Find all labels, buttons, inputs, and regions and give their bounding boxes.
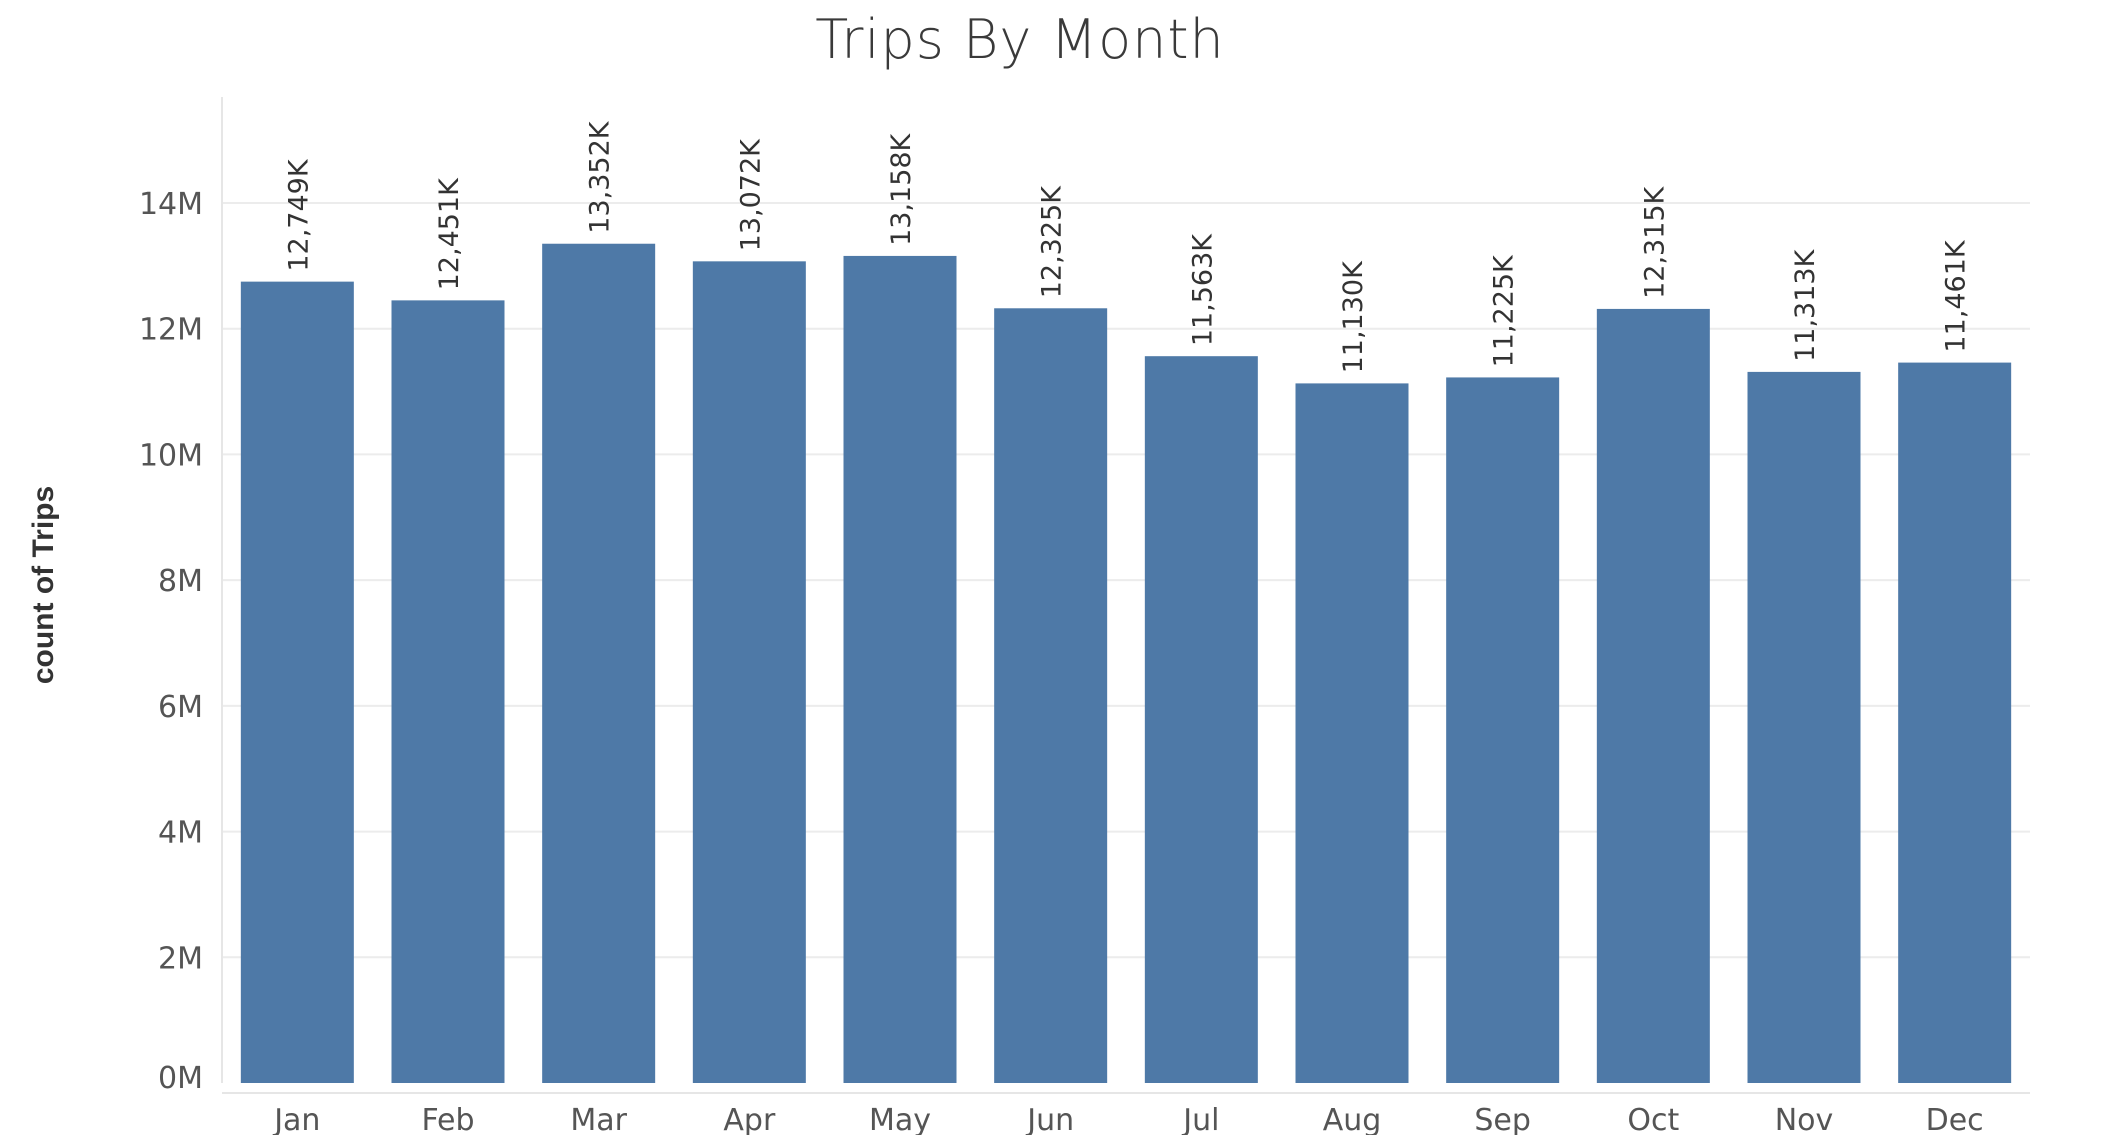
y-tick-label: 14M	[139, 187, 203, 222]
data-label: 11,313K	[1790, 248, 1821, 361]
bar-feb	[391, 300, 505, 1083]
x-tick-label: Oct	[1627, 1103, 1679, 1135]
chart-title: Trips By Month	[815, 8, 1225, 71]
data-label: 11,461K	[1941, 239, 1972, 352]
y-tick-label: 6M	[158, 690, 203, 725]
bar-aug	[1295, 383, 1409, 1083]
y-tick-label: 2M	[158, 941, 203, 976]
data-label: 11,563K	[1187, 233, 1218, 346]
y-tick-label: 0M	[158, 1061, 203, 1096]
x-tick-label: Nov	[1775, 1103, 1834, 1135]
data-label: 12,749K	[283, 158, 314, 271]
x-tick-label: Jul	[1181, 1103, 1219, 1135]
bar-nov	[1747, 371, 1861, 1083]
x-tick-label: Jun	[1025, 1103, 1074, 1135]
bar-oct	[1596, 308, 1710, 1083]
data-label: 12,315K	[1639, 185, 1670, 298]
x-tick-label: Apr	[723, 1103, 776, 1135]
x-tick-label: Mar	[570, 1103, 627, 1135]
data-label: 12,325K	[1037, 185, 1068, 298]
x-tick-label: May	[869, 1103, 931, 1135]
bar-dec	[1898, 362, 2012, 1083]
data-label: 13,158K	[886, 132, 917, 245]
bar-jan	[240, 281, 354, 1083]
x-tick-label: Aug	[1323, 1103, 1382, 1135]
y-tick-label: 12M	[139, 313, 203, 348]
data-label: 13,072K	[735, 138, 766, 251]
x-tick-label: Jan	[272, 1103, 320, 1135]
data-label: 11,130K	[1338, 260, 1369, 373]
y-tick-label: 8M	[158, 564, 203, 599]
bar-jul	[1144, 356, 1258, 1083]
x-tick-label: Feb	[421, 1103, 474, 1135]
data-label: 12,451K	[434, 177, 465, 290]
bar-apr	[692, 261, 806, 1083]
y-tick-label: 4M	[158, 816, 203, 851]
x-tick-label: Dec	[1926, 1103, 1984, 1135]
bar-may	[843, 255, 957, 1083]
bar-jun	[994, 308, 1108, 1083]
bar-sep	[1446, 377, 1560, 1083]
data-label: 13,352K	[585, 120, 616, 233]
data-label: 11,225K	[1489, 254, 1520, 367]
bar-mar	[542, 243, 656, 1083]
y-tick-label: 10M	[139, 438, 203, 473]
x-tick-label: Sep	[1474, 1103, 1531, 1135]
